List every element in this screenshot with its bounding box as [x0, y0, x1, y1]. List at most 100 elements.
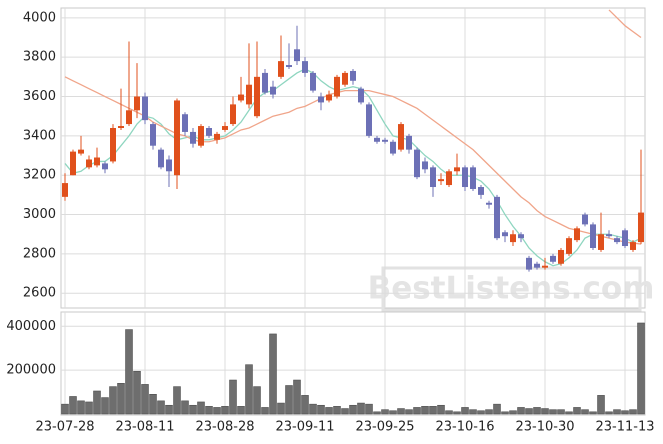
- volume-bar: [469, 409, 477, 415]
- candle-body: [294, 49, 300, 62]
- candle-body: [254, 76, 260, 117]
- x-tick-label: 23-10-16: [435, 420, 494, 435]
- candle-body: [230, 104, 236, 125]
- candle-body: [550, 255, 556, 262]
- candle-body: [358, 88, 364, 103]
- x-tick-label: 23-09-25: [355, 420, 414, 435]
- candle-body: [558, 249, 564, 264]
- candle-body: [638, 212, 644, 243]
- candle-body: [318, 96, 324, 103]
- volume-bar: [69, 396, 77, 415]
- candle-body: [414, 149, 420, 178]
- volume-bar: [277, 402, 285, 415]
- candle-body: [478, 187, 484, 195]
- candle-body: [158, 149, 164, 168]
- volume-bar: [477, 410, 485, 415]
- y-tick-label: 2600: [23, 286, 56, 301]
- volume-bar: [77, 400, 85, 415]
- candle-body: [390, 141, 396, 154]
- candle-body: [174, 100, 180, 176]
- volume-bar: [509, 410, 517, 415]
- volume-bar: [597, 395, 605, 415]
- volume-bar: [229, 379, 237, 415]
- volume-bar: [421, 406, 429, 415]
- candle-body: [630, 242, 636, 250]
- x-tick-label: 23-08-28: [195, 420, 254, 435]
- volume-bar: [629, 409, 637, 415]
- volume-bar: [125, 329, 133, 415]
- candle-body: [182, 114, 188, 132]
- volume-bar: [293, 379, 301, 415]
- volume-bar: [141, 384, 149, 415]
- candle-body: [262, 72, 268, 93]
- candle-body: [270, 86, 276, 95]
- volume-bar: [317, 404, 325, 415]
- volume-bar: [637, 322, 645, 415]
- volume-bar: [429, 406, 437, 415]
- candle-body: [78, 149, 84, 154]
- candle-body: [590, 224, 596, 248]
- volume-bar: [397, 408, 405, 415]
- volume-bar: [197, 401, 205, 415]
- candle-body: [502, 232, 508, 237]
- y-tick-label: 3200: [23, 168, 56, 183]
- volume-bar: [173, 386, 181, 415]
- candle-body: [422, 161, 428, 170]
- candle-body: [86, 159, 92, 168]
- volume-bar: [269, 333, 277, 415]
- volume-bar: [85, 401, 93, 415]
- y-tick-label: 3000: [23, 207, 56, 222]
- candle-body: [622, 230, 628, 247]
- moving-average-line: [64, 76, 642, 245]
- candle-body: [326, 94, 332, 101]
- candle-body: [94, 157, 100, 166]
- watermark-box: [381, 266, 642, 312]
- volume-bar: [461, 407, 469, 415]
- volume-bar: [149, 394, 157, 415]
- volume-bars: [61, 322, 645, 415]
- volume-bar: [549, 409, 557, 415]
- candle-body: [518, 234, 524, 239]
- volume-bar: [541, 408, 549, 415]
- x-tick-label: 23-09-11: [275, 420, 334, 435]
- volume-bar: [117, 383, 125, 415]
- candle-body: [534, 263, 540, 268]
- candle-body: [374, 137, 380, 142]
- candle-body: [454, 167, 460, 172]
- volume-bar: [285, 385, 293, 415]
- y-tick-label: 3600: [23, 89, 56, 104]
- candle-body: [118, 126, 124, 128]
- moving-average-line: [608, 9, 642, 39]
- volume-bar: [189, 404, 197, 415]
- volume-bar: [381, 409, 389, 415]
- candle-body: [238, 94, 244, 101]
- y-tick-label: 3800: [23, 50, 56, 65]
- volume-bar: [557, 409, 565, 415]
- labels: 2600 2800 3000 3200 3400 3600 3800 4000 200000 40…: [6, 10, 654, 434]
- volume-bar: [261, 407, 269, 415]
- volume-bar: [533, 407, 541, 415]
- volume-bar: [485, 409, 493, 415]
- candle-body: [462, 167, 468, 188]
- candle-body: [222, 126, 228, 130]
- candle-body: [126, 110, 132, 125]
- candle-body: [510, 234, 516, 243]
- watermark: BestListens.com: [368, 271, 655, 307]
- volume-bar: [181, 400, 189, 415]
- candle-body: [278, 61, 284, 77]
- y-tick-label: 3400: [23, 128, 56, 143]
- candle-body: [494, 196, 500, 239]
- price-panel: [60, 7, 646, 309]
- moving-average-line: [64, 68, 642, 267]
- volume-bar: [157, 400, 165, 415]
- candle-body: [342, 72, 348, 85]
- candle-body: [334, 76, 340, 97]
- candle-body: [366, 104, 372, 136]
- candle-body: [134, 96, 140, 111]
- volume-bar: [301, 395, 309, 415]
- volume-bar: [333, 406, 341, 415]
- x-tick-label: 23-07-28: [35, 420, 94, 435]
- candle-body: [70, 151, 76, 176]
- volume-bar: [573, 407, 581, 415]
